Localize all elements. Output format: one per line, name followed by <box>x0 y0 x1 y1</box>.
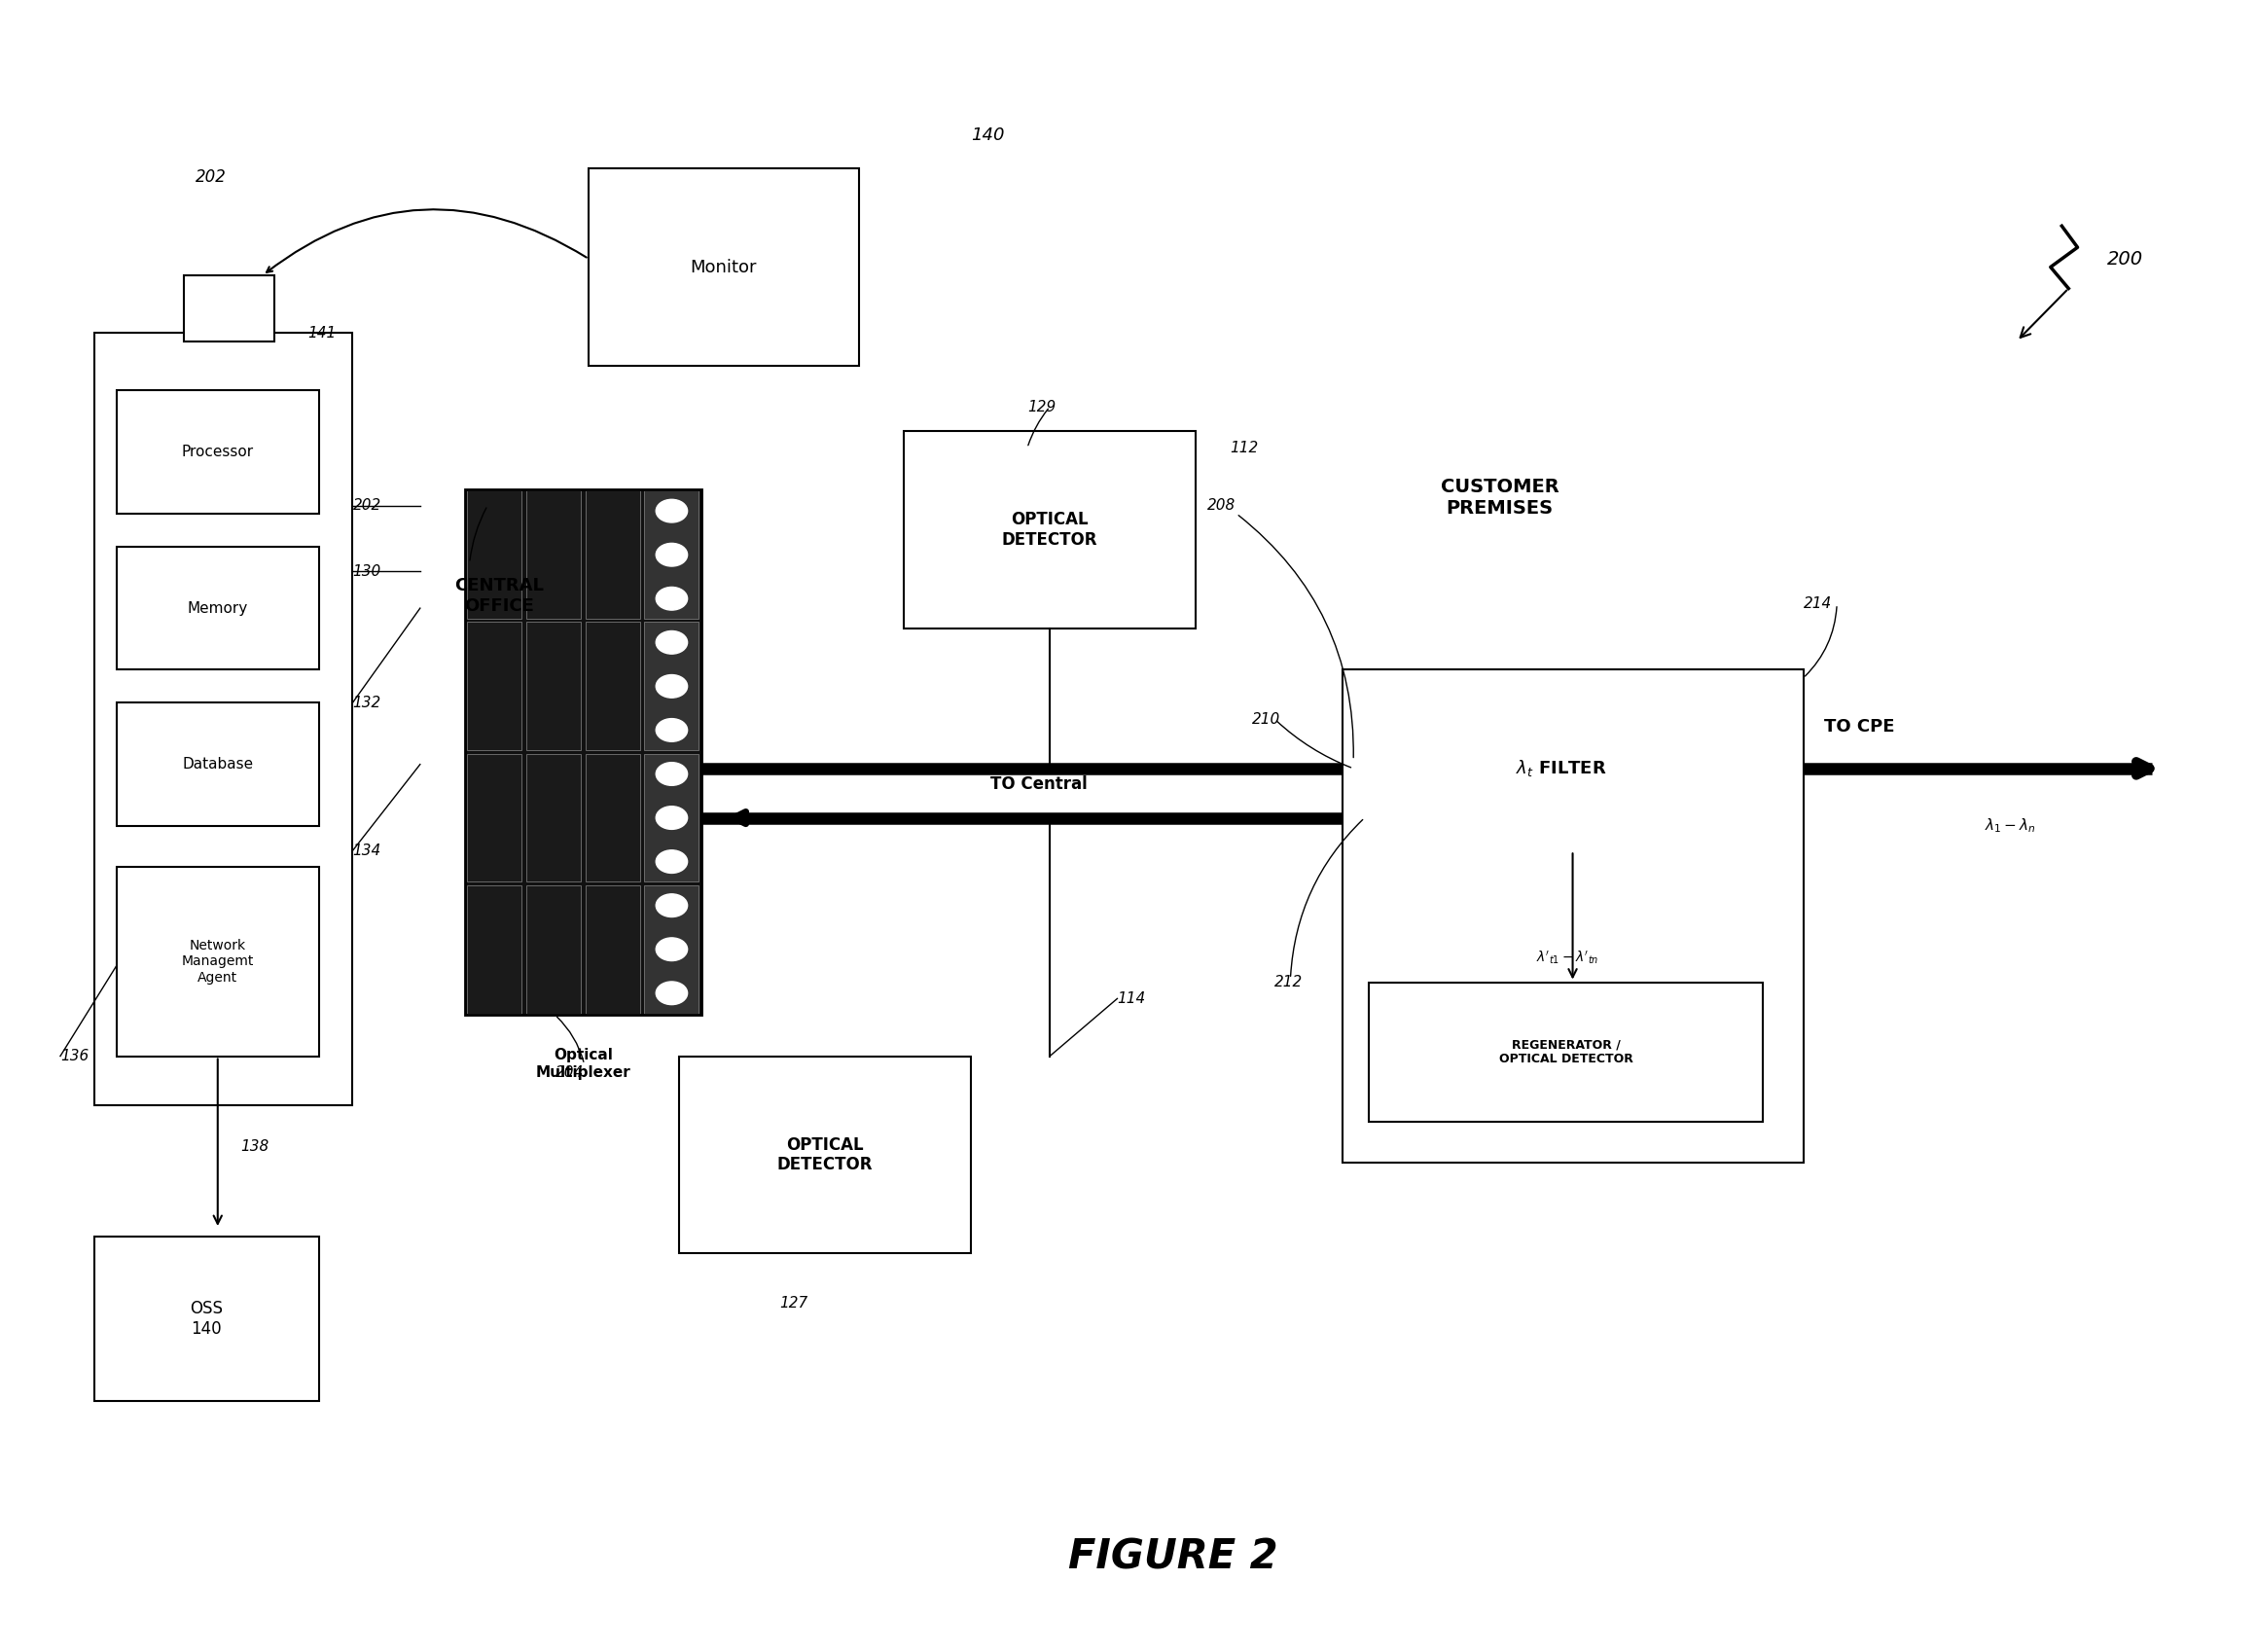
FancyBboxPatch shape <box>1354 686 1769 851</box>
Text: 138: 138 <box>239 1140 269 1153</box>
Text: 114: 114 <box>1117 991 1147 1006</box>
FancyBboxPatch shape <box>95 1237 318 1401</box>
FancyBboxPatch shape <box>646 623 700 750</box>
Circle shape <box>657 631 688 654</box>
Text: OPTICAL
DETECTOR: OPTICAL DETECTOR <box>1002 510 1097 548</box>
FancyBboxPatch shape <box>526 885 580 1013</box>
Text: Processor: Processor <box>181 444 253 459</box>
Circle shape <box>657 544 688 567</box>
FancyBboxPatch shape <box>1370 983 1763 1122</box>
FancyBboxPatch shape <box>1343 669 1803 1163</box>
FancyBboxPatch shape <box>646 753 700 882</box>
Text: $\lambda_t$ FILTER: $\lambda_t$ FILTER <box>1517 758 1607 778</box>
Text: Network
Managemt
Agent: Network Managemt Agent <box>181 938 253 985</box>
Text: OPTICAL
DETECTOR: OPTICAL DETECTOR <box>776 1137 873 1173</box>
Circle shape <box>657 806 688 829</box>
Text: OSS
140: OSS 140 <box>190 1300 223 1338</box>
FancyBboxPatch shape <box>585 885 641 1013</box>
FancyBboxPatch shape <box>95 332 352 1105</box>
Text: 208: 208 <box>1207 499 1235 512</box>
Circle shape <box>657 894 688 917</box>
Circle shape <box>657 981 688 1004</box>
Text: 129: 129 <box>1027 400 1056 415</box>
Text: 200: 200 <box>2106 249 2142 268</box>
Circle shape <box>657 586 688 610</box>
Text: 204: 204 <box>555 1066 585 1080</box>
FancyBboxPatch shape <box>903 431 1196 629</box>
FancyBboxPatch shape <box>585 491 641 620</box>
Text: Monitor: Monitor <box>691 258 756 276</box>
Text: CUSTOMER
PREMISES: CUSTOMER PREMISES <box>1440 477 1560 517</box>
FancyBboxPatch shape <box>585 753 641 882</box>
Text: CENTRAL
OFFICE: CENTRAL OFFICE <box>454 577 544 615</box>
Circle shape <box>657 763 688 785</box>
FancyBboxPatch shape <box>185 276 273 340</box>
FancyBboxPatch shape <box>117 867 318 1056</box>
Text: 214: 214 <box>1803 596 1833 611</box>
FancyBboxPatch shape <box>585 623 641 750</box>
Text: 127: 127 <box>781 1295 808 1310</box>
Text: Memory: Memory <box>187 601 248 616</box>
FancyBboxPatch shape <box>117 702 318 826</box>
FancyBboxPatch shape <box>526 753 580 882</box>
FancyBboxPatch shape <box>589 169 858 365</box>
Text: 210: 210 <box>1253 712 1280 727</box>
Circle shape <box>657 938 688 961</box>
Text: TO Central: TO Central <box>991 775 1088 793</box>
FancyBboxPatch shape <box>467 623 521 750</box>
Text: 202: 202 <box>352 499 381 512</box>
FancyBboxPatch shape <box>646 885 700 1013</box>
Text: 130: 130 <box>352 563 381 578</box>
Text: 112: 112 <box>1230 441 1257 456</box>
Text: 212: 212 <box>1275 975 1302 990</box>
FancyBboxPatch shape <box>679 1056 971 1254</box>
FancyBboxPatch shape <box>526 623 580 750</box>
Text: 134: 134 <box>352 844 381 857</box>
Text: REGENERATOR /
OPTICAL DETECTOR: REGENERATOR / OPTICAL DETECTOR <box>1499 1039 1634 1066</box>
FancyBboxPatch shape <box>467 491 521 620</box>
Text: 132: 132 <box>352 695 381 710</box>
Circle shape <box>657 499 688 522</box>
FancyBboxPatch shape <box>467 885 521 1013</box>
Text: Optical
Multiplexer: Optical Multiplexer <box>535 1047 630 1079</box>
FancyBboxPatch shape <box>646 491 700 620</box>
FancyBboxPatch shape <box>117 547 318 669</box>
Circle shape <box>657 674 688 697</box>
Text: $\lambda_1 - \lambda_n$: $\lambda_1 - \lambda_n$ <box>1984 816 2036 836</box>
Text: 140: 140 <box>971 127 1004 144</box>
Text: 141: 141 <box>307 325 336 340</box>
Text: Database: Database <box>183 757 253 771</box>
Text: TO CPE: TO CPE <box>1824 719 1894 735</box>
Text: 136: 136 <box>61 1049 88 1064</box>
FancyBboxPatch shape <box>465 489 702 1014</box>
Text: $\lambda'_{t1} - \lambda'_{tn}$: $\lambda'_{t1} - \lambda'_{tn}$ <box>1535 948 1598 966</box>
Circle shape <box>657 719 688 742</box>
FancyBboxPatch shape <box>526 491 580 620</box>
FancyBboxPatch shape <box>467 753 521 882</box>
Text: FIGURE 2: FIGURE 2 <box>1068 1536 1277 1578</box>
FancyBboxPatch shape <box>117 390 318 514</box>
Text: 202: 202 <box>194 169 226 185</box>
Circle shape <box>657 851 688 874</box>
